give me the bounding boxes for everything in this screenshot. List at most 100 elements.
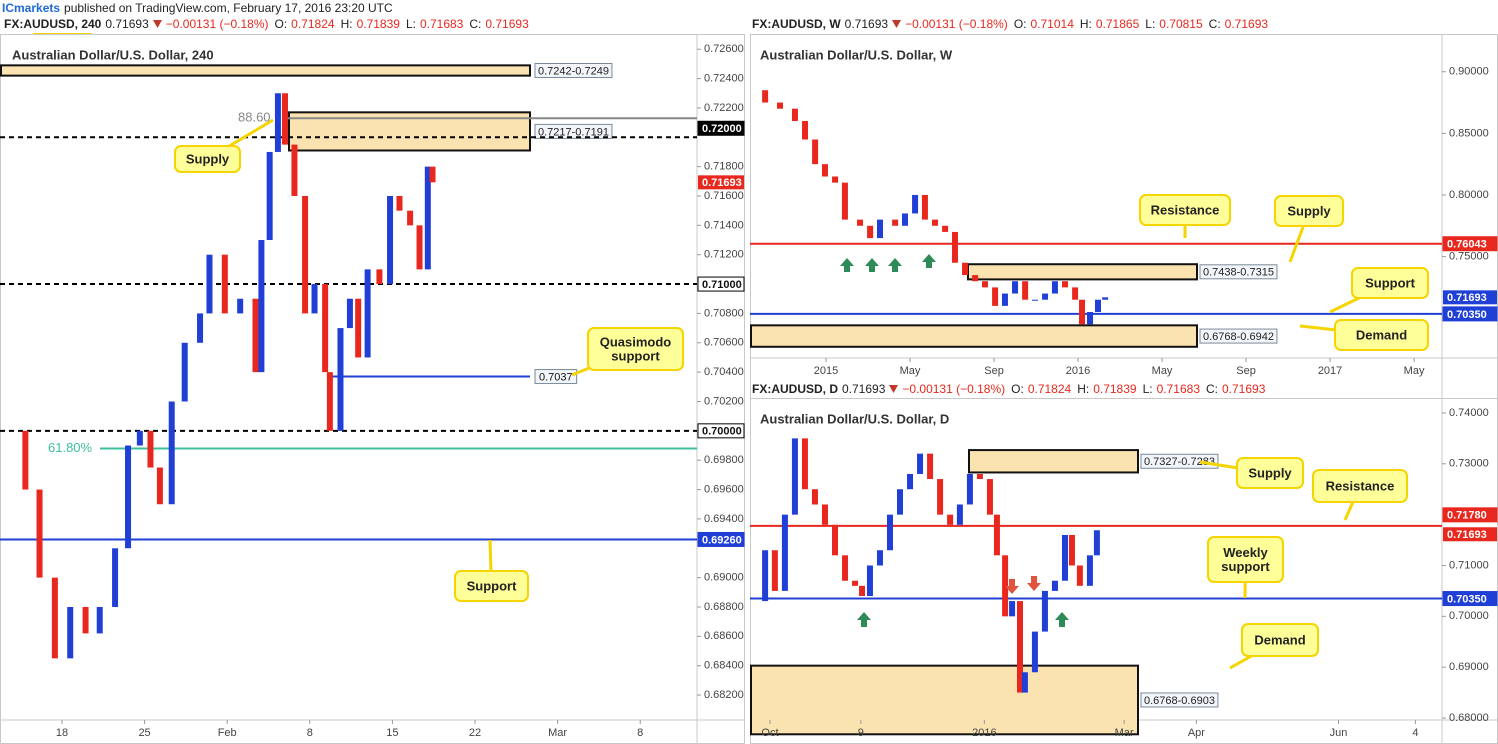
y-tick-label: 0.68000 xyxy=(1449,712,1489,724)
up-arrow xyxy=(1055,612,1069,627)
zone xyxy=(0,64,531,77)
callout-box xyxy=(454,570,529,602)
symbol-header: FX:AUDUSD, W 0.71693 −0.00131 (−0.18%) O: 0.… xyxy=(752,16,1268,32)
y-tick-label: 0.80000 xyxy=(1449,189,1489,201)
ohlc-key: L: xyxy=(1145,17,1156,31)
price-bar xyxy=(311,284,318,314)
zone-label: 0.6768-0.6942 xyxy=(1203,331,1274,343)
price-bar xyxy=(986,479,993,515)
zone-label: 0.7217-0.7191 xyxy=(538,126,609,138)
level-label-box xyxy=(1442,507,1498,523)
symbol: FX:AUDUSD, D xyxy=(752,382,838,396)
level-label: 0.70000 xyxy=(702,426,742,438)
callout-box xyxy=(1351,267,1429,299)
level-label: 0.70350 xyxy=(1447,309,1487,321)
price-bar xyxy=(932,219,939,226)
price-bar xyxy=(966,473,973,505)
zone-label-box xyxy=(1199,264,1278,280)
callout-text: support xyxy=(611,348,660,363)
up-arrow xyxy=(857,612,871,627)
price-bar xyxy=(376,269,383,285)
price-bar xyxy=(802,121,809,140)
ohlc-value: 0.71683 xyxy=(419,17,464,31)
price-bar xyxy=(1094,299,1101,313)
price-bar xyxy=(181,342,188,402)
y-tick-label: 0.72400 xyxy=(704,72,744,84)
ohlc-value: 0.71839 xyxy=(1093,382,1137,396)
level-label-box xyxy=(1442,591,1498,607)
price-bar xyxy=(1012,281,1019,294)
price-bar xyxy=(956,504,963,525)
y-tick-label: 0.85000 xyxy=(1449,127,1489,139)
level-label-box xyxy=(1442,236,1498,252)
price-bar xyxy=(1051,281,1058,294)
ohlc-value: 0.71865 xyxy=(1095,17,1140,31)
y-tick-label: 0.72600 xyxy=(704,43,744,55)
zone-label: 0.6768-0.6903 xyxy=(1144,695,1215,707)
level-label-box xyxy=(697,120,745,136)
last-price-label: 0.71693 xyxy=(702,177,742,189)
price-bar xyxy=(901,213,908,226)
symbol: FX:AUDUSD, 240 xyxy=(4,17,102,31)
level-label: 0.70350 xyxy=(1447,593,1487,605)
down-arrow xyxy=(1027,576,1041,591)
zone xyxy=(968,449,1139,474)
y-tick-label: 0.70200 xyxy=(704,395,744,407)
price-bar xyxy=(168,401,175,505)
x-tick-label: 15 xyxy=(386,727,398,739)
chart-title: Australian Dollar/U.S. Dollar, W xyxy=(760,47,953,62)
price-bar xyxy=(429,166,436,183)
price-bar xyxy=(1086,555,1093,586)
y-tick-label: 0.69600 xyxy=(704,483,744,495)
callout-box xyxy=(1334,319,1429,351)
publisher-line: ICmarkets published on TradingView.com, F… xyxy=(2,0,393,16)
callout-box xyxy=(1236,457,1304,489)
x-tick-label: Oct xyxy=(761,727,778,739)
fib-label: 61.80% xyxy=(48,440,93,455)
ohlc-key: C: xyxy=(469,17,482,31)
level-label-box xyxy=(697,531,745,547)
price-bar xyxy=(112,548,119,607)
up-arrow xyxy=(888,258,902,272)
price-bar xyxy=(1001,293,1008,306)
price-bar xyxy=(921,194,928,220)
callout-text: Demand xyxy=(1356,327,1407,342)
price-bar xyxy=(82,606,89,634)
price-bar xyxy=(927,453,934,480)
y-tick-label: 0.69000 xyxy=(1449,661,1489,673)
price-bar xyxy=(252,298,259,373)
price-bar xyxy=(355,298,362,358)
price-bar xyxy=(1062,281,1069,288)
y-tick-label: 0.71000 xyxy=(1449,559,1489,571)
price-bar xyxy=(1031,631,1038,673)
zone-label-box xyxy=(1199,328,1278,344)
callout-text: Supply xyxy=(186,151,230,166)
last-price-label: 0.71693 xyxy=(1447,529,1487,541)
publisher: ICmarkets xyxy=(2,1,61,15)
last-price-box xyxy=(1443,527,1497,542)
price-bar xyxy=(147,430,154,468)
callout-text: Resistance xyxy=(1151,202,1220,217)
price-bar xyxy=(791,438,798,515)
zone-label-box xyxy=(1140,692,1219,708)
price-bar xyxy=(942,225,949,232)
price-bar xyxy=(125,445,132,549)
x-tick-label: May xyxy=(900,365,921,377)
price-bar xyxy=(1068,534,1075,566)
ohlc-value: 0.71824 xyxy=(291,17,335,31)
y-tick-label: 0.71600 xyxy=(704,190,744,202)
price-bar xyxy=(857,219,864,226)
x-tick-label: 8 xyxy=(637,727,643,739)
price-bar xyxy=(907,473,914,490)
price-bar xyxy=(67,606,74,659)
price-bar xyxy=(291,144,298,196)
symbol-header: FX:AUDUSD, D 0.71693 −0.00131 (−0.18%) O: 0.… xyxy=(752,381,1265,397)
y-tick-label: 0.69400 xyxy=(704,513,744,525)
triangle-shape xyxy=(889,385,899,393)
y-tick-label: 0.70800 xyxy=(704,307,744,319)
level-label-box xyxy=(534,369,578,385)
ohlc-value: 0.71693 xyxy=(1222,382,1266,396)
price-bar xyxy=(51,577,58,659)
last-price: 0.71693 xyxy=(842,382,886,396)
